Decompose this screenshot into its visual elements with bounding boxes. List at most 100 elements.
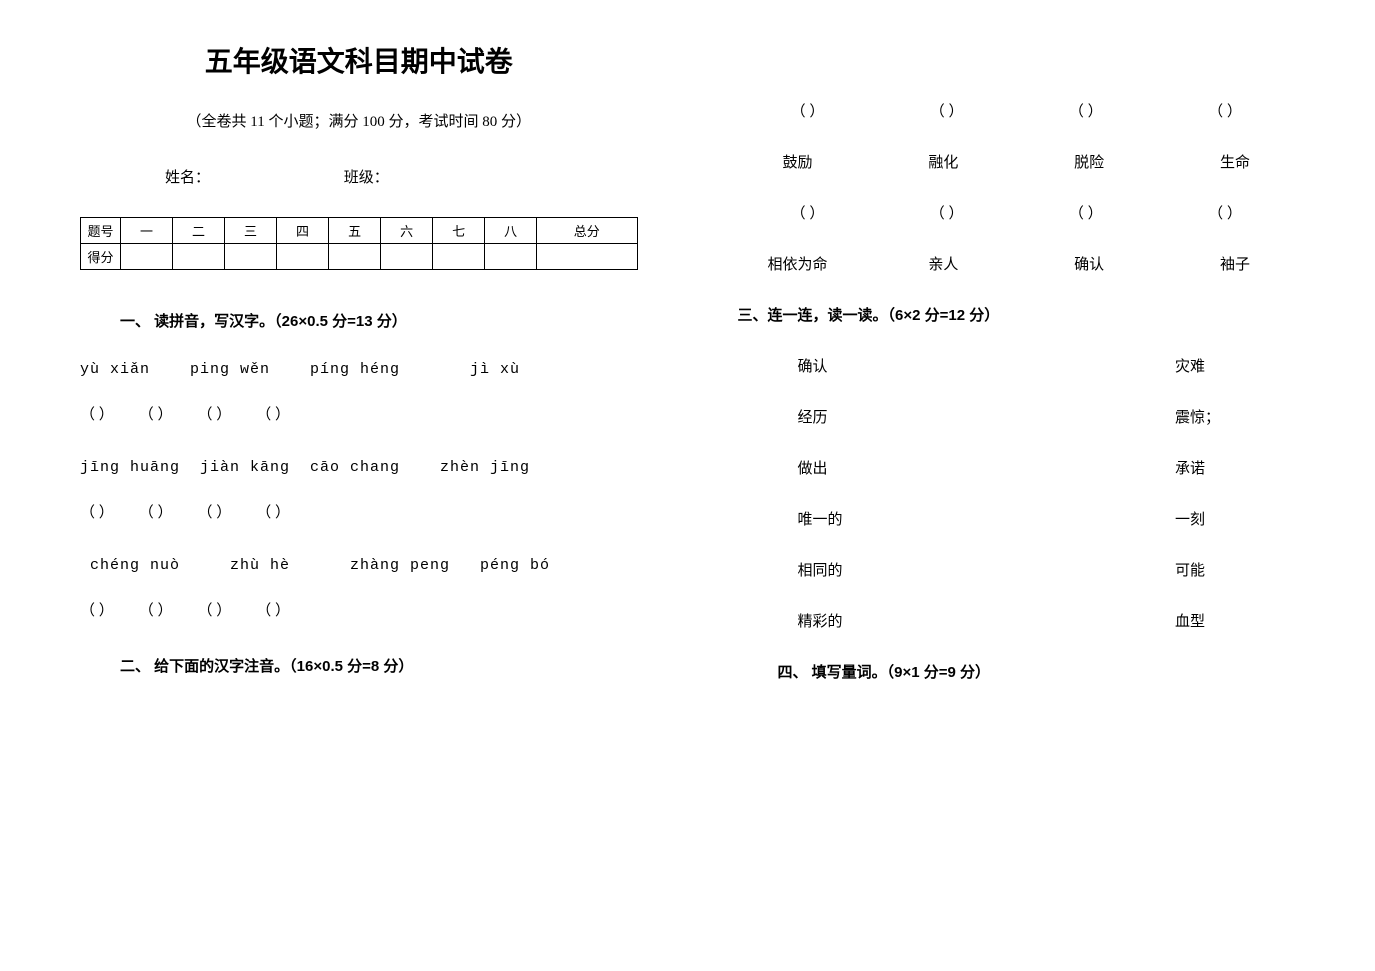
table-header-row: 题号 一 二 三 四 五 六 七 八 总分 xyxy=(81,218,638,244)
match-right: 灾难 xyxy=(1175,355,1235,376)
match-left: 确认 xyxy=(798,355,858,376)
table-cell xyxy=(225,244,277,270)
word-row: 鼓励 融化 脱险 生命 xyxy=(738,151,1296,172)
paren-row: （ ） （ ） （ ） （ ） xyxy=(80,599,638,620)
table-cell xyxy=(329,244,381,270)
paren: （ ） xyxy=(256,403,290,424)
table-header: 四 xyxy=(277,218,329,244)
section3-title: 三、连一连，读一读。（6×2 分=12 分） xyxy=(738,304,1296,325)
paren: （ ） xyxy=(758,202,858,223)
paren: （ ） xyxy=(1175,100,1275,121)
match-row: 精彩的 血型 xyxy=(738,610,1296,631)
exam-title: 五年级语文科目期中试卷 xyxy=(80,40,638,80)
paren: （ ） xyxy=(256,599,290,620)
pinyin-text: zhèn jīng xyxy=(440,459,530,476)
match-left: 唯一的 xyxy=(798,508,858,529)
pinyin-text: péng bó xyxy=(480,557,550,574)
section1-content: yù xiǎnping wěnpíng héngjì xù（ ）（ ）（ ）（ … xyxy=(80,361,638,620)
paren: （ ） xyxy=(139,599,173,620)
word: 相依为命 xyxy=(758,253,838,274)
pinyin-text: jīng huāng xyxy=(80,459,180,476)
table-cell xyxy=(537,244,637,270)
table-header: 一 xyxy=(121,218,173,244)
match-row: 相同的 可能 xyxy=(738,559,1296,580)
match-right: 承诺 xyxy=(1175,457,1235,478)
table-header: 六 xyxy=(381,218,433,244)
paren: （ ） xyxy=(1175,202,1275,223)
section2-title: 二、 给下面的汉字注音。（16×0.5 分=8 分） xyxy=(80,655,638,676)
table-header: 二 xyxy=(173,218,225,244)
match-right: 血型 xyxy=(1175,610,1235,631)
pinyin-text: jiàn kāng xyxy=(200,459,290,476)
score-table: 题号 一 二 三 四 五 六 七 八 总分 得分 xyxy=(80,217,638,270)
paren: （ ） xyxy=(198,599,232,620)
paren-row: （ ） （ ） （ ） （ ） xyxy=(738,100,1296,121)
paren: （ ） xyxy=(80,403,114,424)
table-cell xyxy=(121,244,173,270)
paren: （ ） xyxy=(139,403,173,424)
exam-subtitle: （全卷共 11 个小题；满分 100 分，考试时间 80 分） xyxy=(80,110,638,131)
match-row: 唯一的 一刻 xyxy=(738,508,1296,529)
word: 脱险 xyxy=(1049,151,1129,172)
paren: （ ） xyxy=(1036,202,1136,223)
table-cell xyxy=(277,244,329,270)
table-header: 三 xyxy=(225,218,277,244)
pinyin-text: chéng nuò xyxy=(90,557,180,574)
section4-title: 四、 填写量词。（9×1 分=9 分） xyxy=(738,661,1296,682)
match-row: 做出承诺 xyxy=(738,457,1296,478)
table-header: 七 xyxy=(433,218,485,244)
paren-row: （ ） （ ） （ ） （ ） xyxy=(738,202,1296,223)
paren: （ ） xyxy=(198,501,232,522)
paren: （ ） xyxy=(80,501,114,522)
paren: （ ） xyxy=(1036,100,1136,121)
word: 确认 xyxy=(1049,253,1129,274)
paren: （ ） xyxy=(758,100,858,121)
pinyin-row: yù xiǎn ping wěn píng héng jì xù xyxy=(80,361,638,378)
match-right: 震惊； xyxy=(1175,406,1235,427)
match-right: 可能 xyxy=(1175,559,1235,580)
table-header: 五 xyxy=(329,218,381,244)
pinyin-text: zhàng peng xyxy=(350,557,450,574)
paren-row: （ ） （ ） （ ） （ ） xyxy=(80,501,638,522)
section1-title: 一、 读拼音，写汉字。（26×0.5 分=13 分） xyxy=(80,310,638,331)
match-row: 经历 震惊； xyxy=(738,406,1296,427)
table-header: 八 xyxy=(485,218,537,244)
table-header: 总分 xyxy=(537,218,637,244)
pinyin-row: jīng huāng jiàn kāng cāo chang zhèn jīng xyxy=(80,459,638,476)
pinyin-text: cāo chang xyxy=(310,459,400,476)
paren-row: （ ） （ ） （ ） （ ） xyxy=(80,403,638,424)
table-header: 题号 xyxy=(81,218,121,244)
pinyin-text: zhù hè xyxy=(230,557,290,574)
class-label: 班级： xyxy=(344,166,389,187)
word: 生命 xyxy=(1195,151,1275,172)
pinyin-text: yù xiǎn xyxy=(80,361,150,378)
paren: （ ） xyxy=(139,501,173,522)
pinyin-row: chéng nuò zhù hè zhàng peng péng bó xyxy=(80,557,638,574)
word: 袖子 xyxy=(1195,253,1275,274)
paren: （ ） xyxy=(198,403,232,424)
pinyin-text: ping wěn xyxy=(190,361,270,378)
match-row: 确认 灾难 xyxy=(738,355,1296,376)
table-score-row: 得分 xyxy=(81,244,638,270)
pinyin-text: píng héng xyxy=(310,361,400,378)
word-row: 相依为命 亲人 确认 袖子 xyxy=(738,253,1296,274)
match-left: 精彩的 xyxy=(798,610,858,631)
table-cell: 得分 xyxy=(81,244,121,270)
pinyin-text: jì xù xyxy=(470,361,520,378)
match-left: 经历 xyxy=(798,406,858,427)
paren: （ ） xyxy=(256,501,290,522)
paren: （ ） xyxy=(897,100,997,121)
match-left: 相同的 xyxy=(798,559,858,580)
table-cell xyxy=(381,244,433,270)
name-label: 姓名： xyxy=(165,166,210,187)
student-info: 姓名： 班级： xyxy=(80,166,638,187)
right-column: （ ） （ ） （ ） （ ） 鼓励 融化 脱险 生命 （ ） （ ） （ ） … xyxy=(688,40,1346,931)
match-right: 一刻 xyxy=(1175,508,1235,529)
section3-content: 确认 灾难经历 震惊； 做出承诺唯一的 一刻相同的 可能精彩的 血型 xyxy=(738,355,1296,631)
paren: （ ） xyxy=(80,599,114,620)
table-cell xyxy=(173,244,225,270)
word: 亲人 xyxy=(903,253,983,274)
table-cell xyxy=(485,244,537,270)
word: 鼓励 xyxy=(758,151,838,172)
left-column: 五年级语文科目期中试卷 （全卷共 11 个小题；满分 100 分，考试时间 80… xyxy=(30,40,688,931)
